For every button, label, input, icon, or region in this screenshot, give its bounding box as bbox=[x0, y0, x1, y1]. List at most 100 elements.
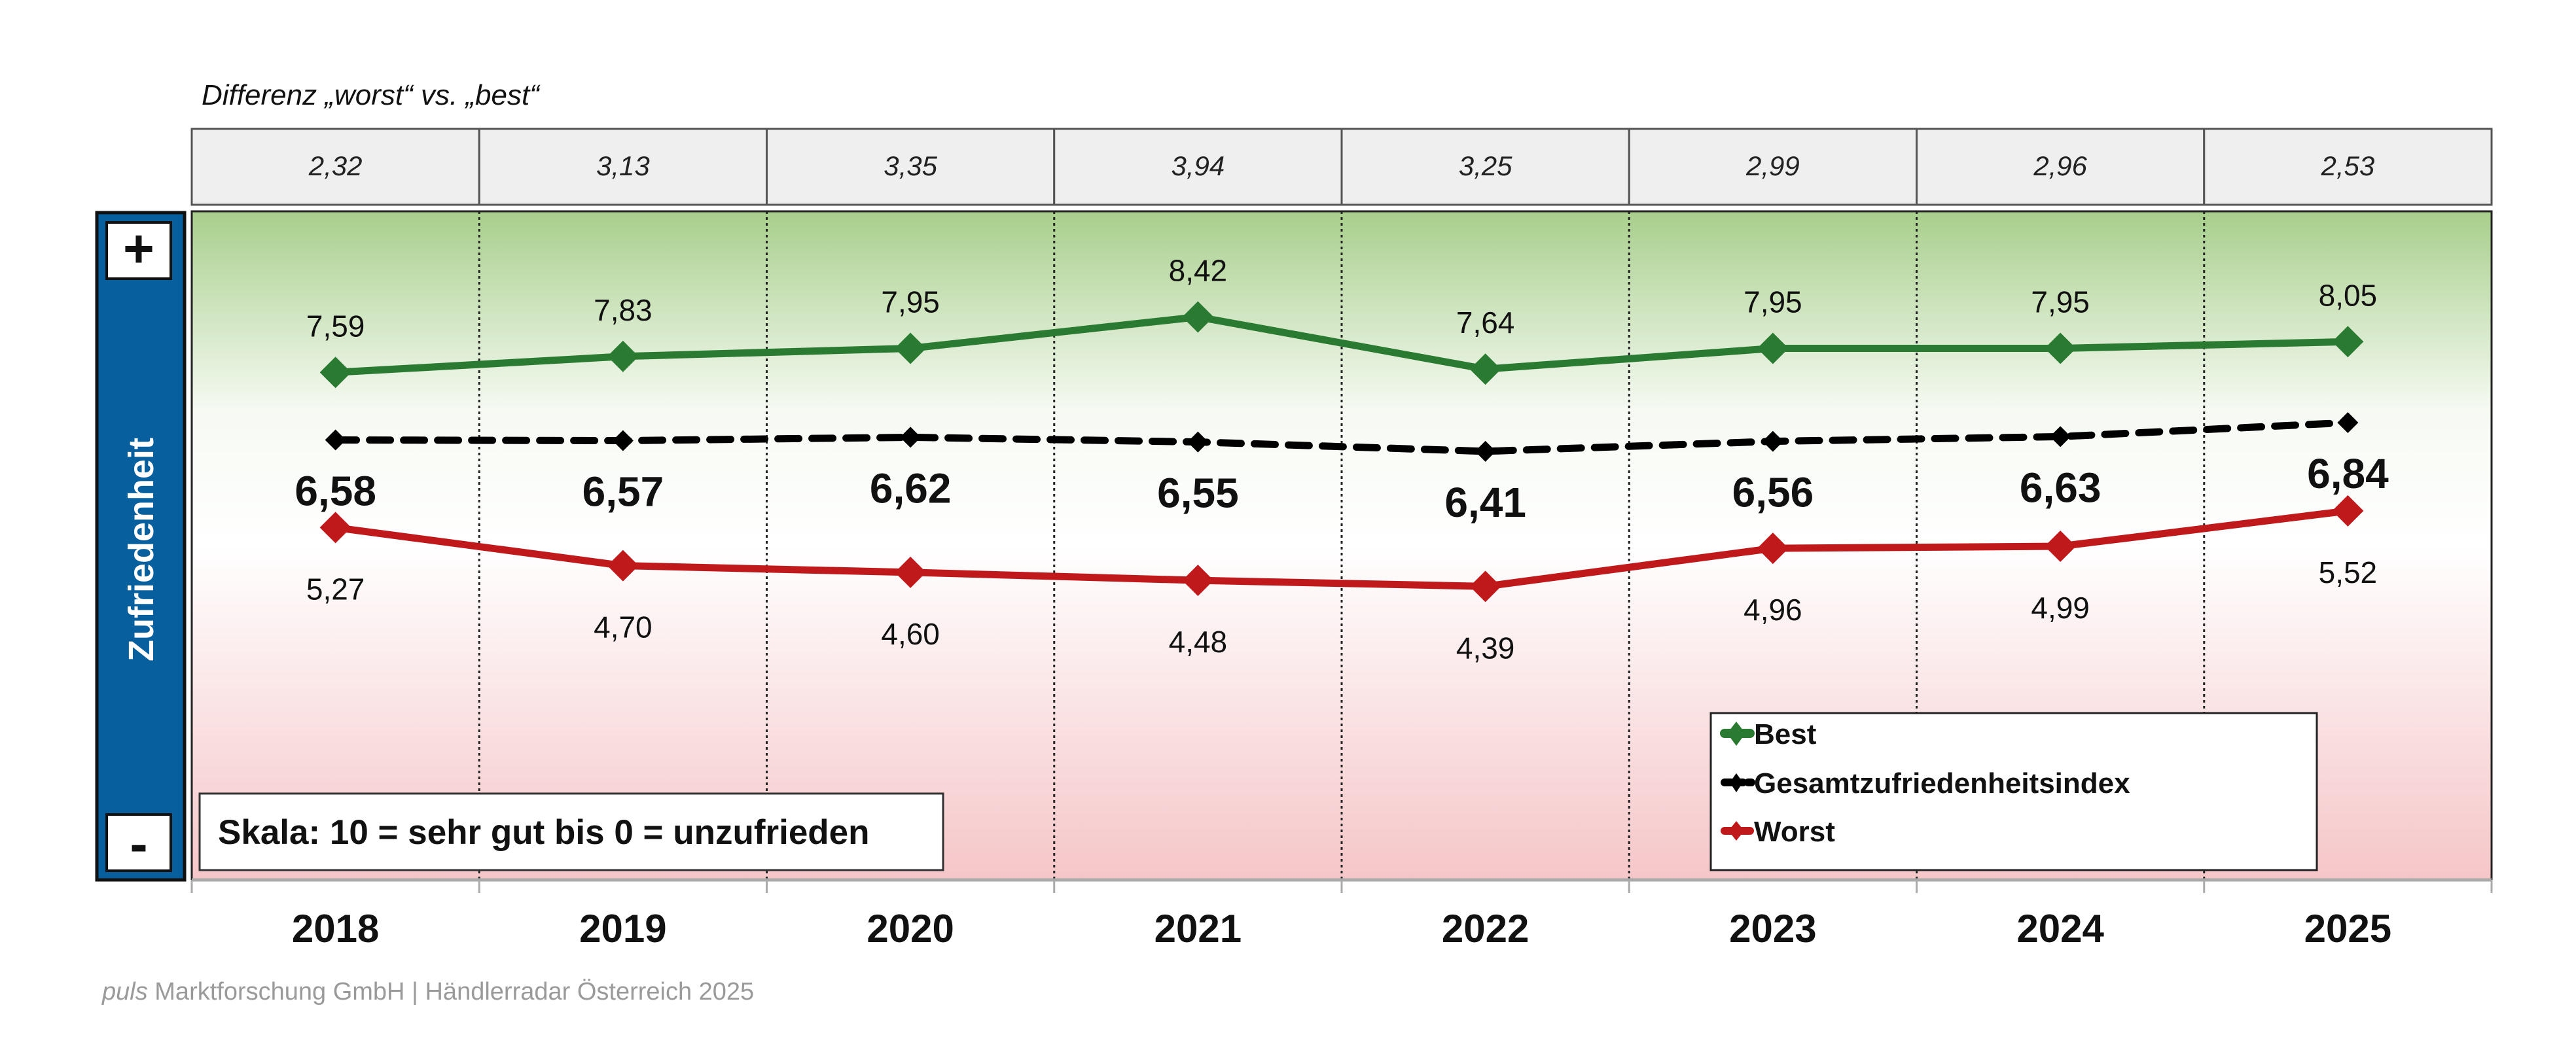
data-label-best: 7,59 bbox=[306, 309, 365, 343]
data-label-worst: 5,27 bbox=[306, 572, 365, 606]
data-label-index: 6,41 bbox=[1444, 479, 1526, 526]
data-label-best: 7,64 bbox=[1456, 306, 1515, 340]
legend-marker-best bbox=[1727, 722, 1745, 746]
data-label-worst: 5,52 bbox=[2319, 555, 2378, 589]
data-point-index bbox=[2050, 426, 2071, 447]
data-label-worst: 4,48 bbox=[1169, 625, 1228, 659]
minus-sign: - bbox=[130, 814, 147, 874]
data-label-best: 7,95 bbox=[2031, 285, 2090, 319]
difference-value: 3,13 bbox=[596, 150, 650, 181]
data-point-index bbox=[2337, 411, 2359, 433]
legend: Best Gesamtzufriedenheitsindex Worst bbox=[1709, 712, 2318, 871]
data-label-index: 6,58 bbox=[295, 468, 376, 515]
scale-note: Skala: 10 = sehr gut bis 0 = unzufrieden bbox=[218, 813, 870, 852]
difference-value: 2,32 bbox=[308, 150, 363, 181]
data-point-best bbox=[895, 332, 927, 364]
x-tick-label: 2025 bbox=[2304, 907, 2391, 951]
data-label-best: 8,05 bbox=[2319, 278, 2378, 312]
difference-row: 2,32 3,13 3,35 3,94 3,25 2,99 2,96 2,53 bbox=[190, 128, 2493, 206]
data-point-best bbox=[1469, 353, 1501, 385]
difference-value: 2,53 bbox=[2321, 150, 2375, 181]
difference-value: 3,25 bbox=[1459, 150, 1512, 181]
x-axis: 2018 2019 2020 2021 2022 2023 2024 2025 bbox=[190, 878, 2493, 951]
x-tick-label: 2024 bbox=[2016, 907, 2104, 951]
data-point-index bbox=[1762, 430, 1783, 452]
x-tick-label: 2018 bbox=[292, 907, 379, 951]
plus-sign: + bbox=[123, 219, 154, 279]
data-label-worst: 4,96 bbox=[1744, 593, 1802, 627]
data-point-worst bbox=[607, 550, 639, 582]
difference-value: 2,96 bbox=[2033, 150, 2087, 181]
legend-label-worst: Worst bbox=[1754, 816, 1835, 848]
data-label-index: 6,55 bbox=[1157, 470, 1239, 517]
y-axis-bar: + - Zufriedenheit bbox=[95, 211, 187, 882]
series-line-best bbox=[335, 313, 2348, 376]
data-label-worst: 4,99 bbox=[2031, 591, 2090, 625]
data-point-index bbox=[1475, 440, 1496, 462]
plus-box bbox=[105, 221, 172, 280]
data-point-worst bbox=[2332, 495, 2364, 527]
legend-label-best: Best bbox=[1754, 718, 1817, 750]
data-point-index bbox=[612, 430, 634, 451]
series-line-worst bbox=[334, 507, 2349, 590]
data-label-best: 8,42 bbox=[1169, 253, 1228, 287]
data-point-index bbox=[1187, 431, 1209, 453]
difference-cell bbox=[766, 128, 1056, 206]
scale-note-box bbox=[198, 792, 944, 871]
data-point-index bbox=[900, 427, 921, 448]
legend-item-worst: Worst bbox=[1721, 816, 1835, 848]
minus-box bbox=[105, 813, 172, 872]
data-label-index: 6,62 bbox=[870, 464, 952, 512]
legend-item-best: Best bbox=[1720, 718, 1817, 750]
source-brand: puls bbox=[101, 978, 148, 1006]
source-footer: puls Marktforschung GmbH | Händlerradar … bbox=[101, 978, 754, 1006]
data-point-worst bbox=[1182, 565, 1214, 597]
x-tick-label: 2022 bbox=[1442, 907, 1529, 951]
y-axis-background bbox=[95, 211, 187, 882]
data-point-best bbox=[2045, 332, 2077, 364]
x-tick-label: 2020 bbox=[867, 907, 954, 951]
data-label-index: 6,84 bbox=[2307, 450, 2389, 497]
difference-cell bbox=[478, 128, 768, 206]
legend-box bbox=[1709, 712, 2318, 871]
data-label-best: 7,95 bbox=[1744, 285, 1802, 319]
y-axis-label: Zufriedenheit bbox=[122, 438, 161, 661]
data-point-worst bbox=[2045, 531, 2077, 563]
data-point-best bbox=[2332, 326, 2364, 358]
data-point-best bbox=[1757, 332, 1789, 364]
data-point-best bbox=[319, 357, 351, 389]
legend-item-index: Gesamtzufriedenheitsindex bbox=[1721, 767, 2130, 799]
data-label-best: 7,83 bbox=[594, 293, 653, 327]
legend-marker-index bbox=[1730, 773, 1743, 792]
data-label-index: 6,57 bbox=[582, 468, 664, 516]
data-label-index: 6,63 bbox=[2020, 464, 2102, 511]
data-point-worst bbox=[319, 512, 351, 544]
data-label-worst: 4,60 bbox=[881, 617, 940, 651]
data-point-worst bbox=[895, 556, 927, 588]
data-label-index: 6,56 bbox=[1732, 469, 1814, 516]
difference-value: 2,99 bbox=[1745, 150, 1800, 181]
difference-cell bbox=[1916, 128, 2206, 206]
x-tick-label: 2019 bbox=[579, 907, 666, 951]
difference-title: Differenz „worst“ vs. „best“ bbox=[202, 79, 541, 111]
difference-cell bbox=[1340, 128, 1630, 206]
data-point-best bbox=[607, 340, 639, 372]
source-text: Marktforschung GmbH | Händlerradar Öster… bbox=[148, 978, 754, 1006]
data-point-worst bbox=[1757, 533, 1789, 565]
data-label-worst: 4,70 bbox=[594, 610, 653, 644]
difference-cell bbox=[1628, 128, 1918, 206]
difference-value: 3,35 bbox=[884, 150, 937, 181]
x-tick-label: 2021 bbox=[1154, 907, 1242, 951]
data-point-worst bbox=[1469, 570, 1501, 603]
legend-marker-worst bbox=[1728, 821, 1744, 841]
data-point-best bbox=[1182, 301, 1214, 333]
difference-cell bbox=[2203, 128, 2493, 206]
series-layer: 7,59 7,83 7,95 8,42 7,64 7,95 7,95 8,05 6,58 6,57… bbox=[295, 253, 2389, 665]
data-label-best: 7,95 bbox=[881, 285, 940, 319]
data-label-worst: 4,39 bbox=[1456, 631, 1515, 665]
data-point-index bbox=[325, 429, 346, 451]
legend-label-index: Gesamtzufriedenheitsindex bbox=[1754, 767, 2130, 799]
difference-cell bbox=[190, 128, 480, 206]
difference-value: 3,94 bbox=[1172, 150, 1225, 181]
